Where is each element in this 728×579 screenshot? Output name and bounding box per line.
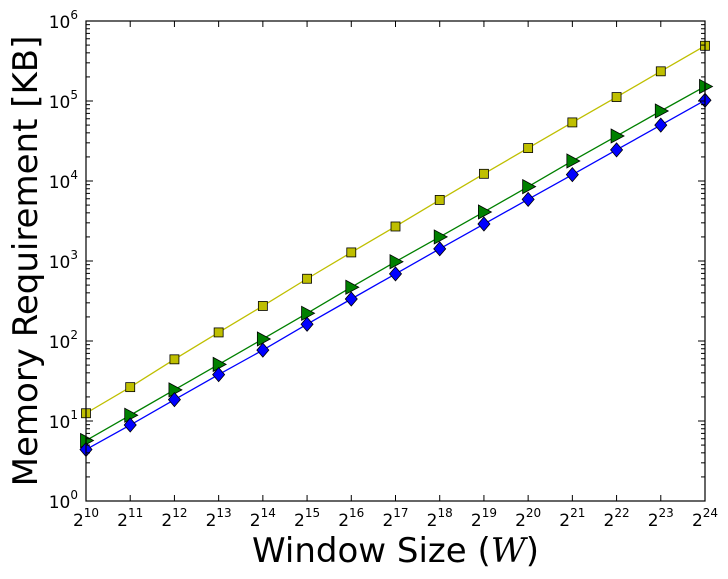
x-tick-label: 221: [559, 506, 585, 531]
series-diamond: [79, 92, 712, 458]
square-marker: [213, 327, 224, 338]
y-tick-label: 101: [49, 408, 78, 433]
triangle-marker: [566, 153, 581, 169]
x-tick-label: 222: [604, 506, 630, 531]
triangle-marker: [345, 279, 360, 295]
square-marker: [169, 354, 180, 365]
tick-layer: 210 211 212 213 214 215 216 217 218 219 220 221 222 2…: [49, 8, 718, 531]
triangle-marker: [654, 103, 670, 119]
diamond-marker: [344, 291, 358, 307]
x-tick-label: 216: [338, 506, 364, 531]
series-square: [81, 40, 710, 419]
x-tick-label: 210: [73, 506, 99, 531]
triangle-marker: [433, 229, 449, 245]
square-marker: [479, 168, 489, 179]
square-marker: [125, 382, 136, 393]
x-tick-label: 219: [471, 506, 497, 531]
diamond-marker: [300, 316, 314, 332]
x-axis-title-var: W: [491, 531, 529, 571]
diamond-marker: [654, 117, 668, 133]
diamond-marker: [565, 167, 579, 183]
x-tick-label: 211: [117, 506, 143, 531]
y-tick-label: 106: [49, 8, 78, 33]
square-marker: [257, 301, 268, 311]
diamond-marker: [212, 367, 226, 383]
x-axis-title: Window Size (W): [252, 531, 539, 571]
square-marker: [567, 117, 578, 128]
series-triangle-right: [80, 78, 714, 449]
y-tick-label: 103: [49, 248, 78, 273]
x-tick-label: 218: [427, 506, 453, 531]
diamond-marker: [521, 191, 535, 207]
series-layer: [79, 40, 714, 458]
triangle-marker: [699, 78, 714, 95]
y-tick-label: 100: [49, 488, 78, 513]
diamond-marker: [610, 142, 624, 158]
x-axis-title-text: Window Size (: [252, 531, 491, 571]
y-axis-title: Memory Requirement [KB]: [6, 36, 46, 487]
diamond-marker: [123, 417, 137, 433]
x-tick-label: 215: [294, 506, 320, 531]
diamond-marker: [388, 266, 403, 282]
square-marker: [655, 66, 666, 77]
triangle-marker: [389, 254, 404, 270]
triangle-marker: [301, 305, 316, 321]
triangle-marker: [256, 331, 272, 347]
diamond-marker: [167, 392, 181, 408]
x-tick-label: 212: [161, 506, 187, 531]
triangle-marker: [212, 356, 227, 373]
y-tick-label: 104: [49, 168, 78, 193]
diamond-marker: [433, 241, 447, 257]
diamond-marker: [256, 342, 270, 358]
x-tick-label: 220: [515, 506, 541, 531]
x-tick-label: 213: [206, 506, 232, 531]
plot-frame: [85, 20, 706, 502]
square-marker: [346, 247, 357, 258]
x-axis-title-close: ): [526, 531, 539, 571]
triangle-marker: [478, 204, 493, 220]
square-marker: [390, 221, 401, 232]
square-marker: [611, 92, 622, 102]
y-tick-label: 105: [49, 88, 78, 113]
triangle-marker: [610, 128, 625, 144]
square-marker: [523, 143, 534, 153]
x-tick-label: 217: [382, 506, 408, 531]
x-tick-label: 223: [648, 506, 674, 531]
triangle-marker: [522, 178, 537, 195]
y-tick-label: 102: [49, 328, 78, 353]
diamond-marker: [477, 216, 491, 232]
x-tick-label: 224: [692, 506, 718, 531]
square-marker: [434, 195, 445, 205]
square-marker: [302, 273, 312, 284]
x-tick-label: 214: [250, 506, 276, 531]
